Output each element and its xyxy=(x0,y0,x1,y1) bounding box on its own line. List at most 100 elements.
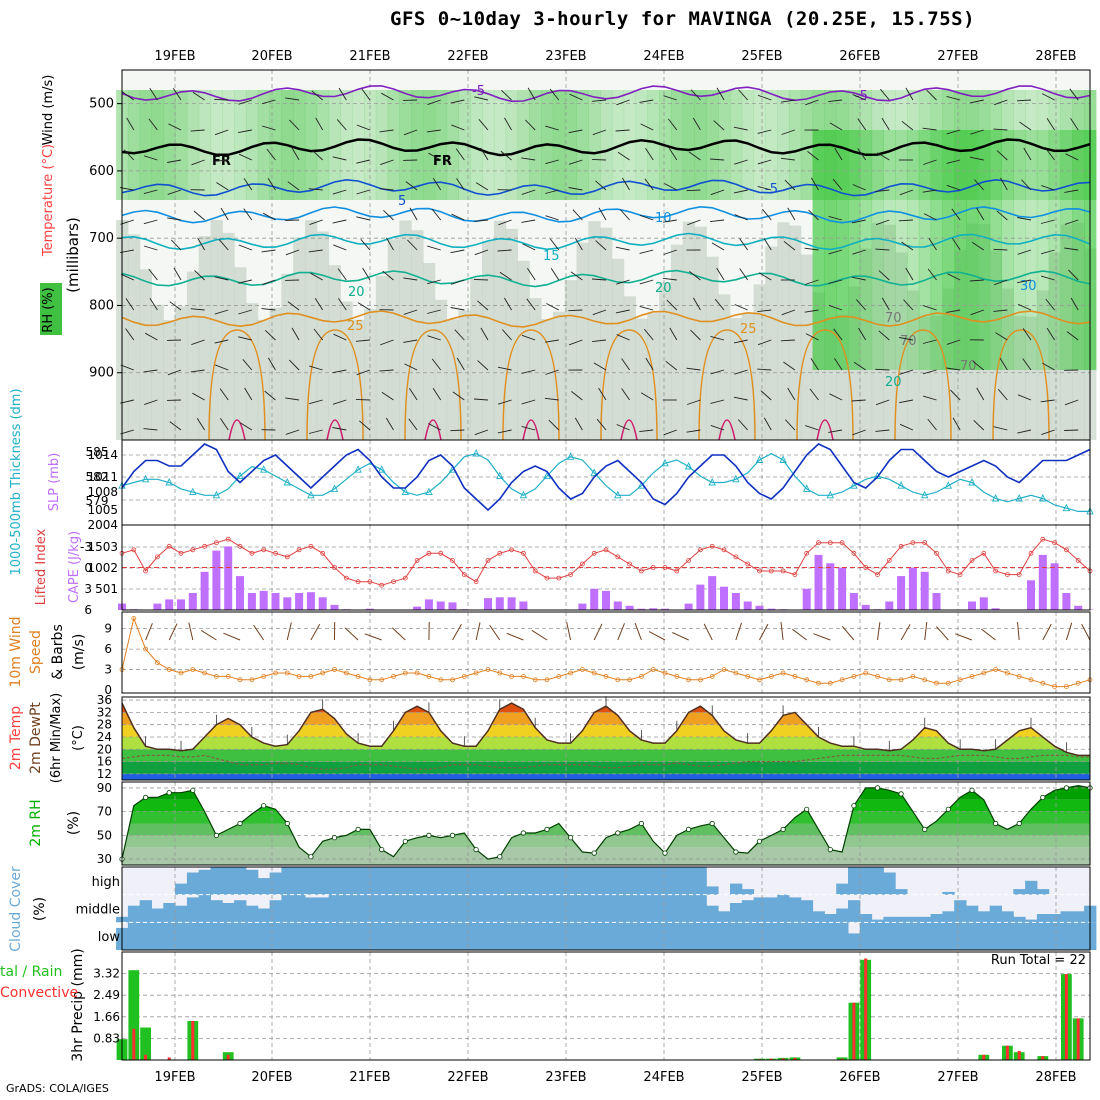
wind-barb xyxy=(645,357,654,371)
cloud-bar xyxy=(800,922,814,950)
wind10-barb xyxy=(452,624,462,641)
wind-barb xyxy=(922,369,937,375)
wind-barb xyxy=(592,129,607,136)
rh-shading xyxy=(800,90,814,200)
wind-barb xyxy=(315,117,324,131)
cloud-bar xyxy=(753,897,766,923)
wind-barb xyxy=(923,213,937,221)
cloud-bar xyxy=(848,867,861,895)
li-marker xyxy=(934,550,939,556)
wind-barb xyxy=(403,129,418,136)
li-marker xyxy=(957,572,963,577)
wind-barb xyxy=(238,336,252,341)
rh-tick-label: 70 xyxy=(97,805,112,819)
precip-legend-total: tal / Rain xyxy=(0,964,62,980)
wind-barb xyxy=(545,215,559,221)
wind-barb xyxy=(497,366,512,371)
li-marker xyxy=(969,558,975,563)
cloud-bar xyxy=(718,911,731,923)
isotherm-loop xyxy=(208,329,266,441)
thickness-marker xyxy=(189,487,197,496)
wind-barb xyxy=(686,429,701,433)
rh-shading xyxy=(883,90,896,200)
rh-shading xyxy=(399,90,412,200)
precip-convective-bar xyxy=(132,1028,136,1060)
wind-barb xyxy=(499,271,512,281)
wind-barb xyxy=(362,267,371,281)
rh-shading xyxy=(234,90,247,200)
wind-barb xyxy=(504,297,512,311)
rh-shading xyxy=(517,260,530,440)
cloud-bar xyxy=(564,867,577,895)
rh-shading xyxy=(340,301,353,440)
cloud-bar xyxy=(210,922,223,950)
wind-barb xyxy=(639,429,654,433)
wind-barb xyxy=(763,237,772,251)
rh-shading xyxy=(352,90,365,200)
cape-bar xyxy=(1038,554,1047,610)
cloud-bar xyxy=(977,911,991,923)
cloud-bar xyxy=(1048,914,1061,923)
wind-barb xyxy=(781,309,796,316)
rh-shading xyxy=(257,319,271,440)
wind10-marker xyxy=(591,670,597,676)
wind10-barb xyxy=(648,631,666,641)
wind-barb xyxy=(922,189,937,193)
li-marker xyxy=(922,540,928,546)
li-marker xyxy=(827,540,833,546)
date-label-top: 25FEB xyxy=(741,49,782,64)
rh-shading xyxy=(127,90,141,200)
cloud-bar xyxy=(305,867,318,895)
upper-air-ylabel: (millibars) xyxy=(64,217,82,293)
wind-barb xyxy=(504,117,512,131)
rh-shading xyxy=(729,318,743,440)
cloud-bar xyxy=(942,911,955,923)
wind-barb xyxy=(309,219,323,226)
wind-barb xyxy=(238,153,253,161)
cloud-bar xyxy=(316,897,330,923)
rh-shading xyxy=(1013,90,1026,200)
wind-barb xyxy=(834,147,843,161)
li-marker xyxy=(261,547,267,553)
wind10-marker xyxy=(851,674,857,679)
wind-barb xyxy=(480,147,489,161)
rh-shading xyxy=(635,90,648,200)
isotherm-label: -5 xyxy=(765,182,778,197)
cloud-bar xyxy=(930,922,943,950)
cloud-bar xyxy=(293,867,306,895)
rh-shading xyxy=(989,130,1002,370)
wind10-marker xyxy=(568,670,573,676)
wind-barb xyxy=(757,339,772,346)
cloud-bar xyxy=(883,916,896,923)
wind-barb xyxy=(971,241,985,251)
wind-barb xyxy=(994,279,1008,286)
wind-barb xyxy=(733,339,748,344)
wind-barb xyxy=(450,279,465,285)
cloud-bar xyxy=(482,922,495,950)
wind10-marker xyxy=(627,677,632,683)
cloud-bar xyxy=(399,922,412,950)
cloud-bar xyxy=(954,922,967,950)
rh-shading xyxy=(482,90,495,200)
cloud-bar xyxy=(1072,922,1085,950)
wind-barb xyxy=(473,219,488,222)
wind-barb xyxy=(785,419,796,431)
rh-shading xyxy=(529,298,542,440)
cloud-bar xyxy=(234,900,247,923)
thickness-marker xyxy=(968,477,976,486)
cape-bar xyxy=(259,590,268,610)
wind-barb xyxy=(332,399,347,405)
isotherm-line xyxy=(121,178,1091,197)
wind-barb xyxy=(592,99,607,102)
wind-barb xyxy=(852,184,866,191)
wind-barb xyxy=(595,240,607,251)
cloud-bar xyxy=(470,922,483,950)
wind-barb xyxy=(546,303,559,311)
wind10-tick-label: 3 xyxy=(104,663,112,677)
cloud-bar xyxy=(623,922,636,950)
li-marker xyxy=(497,550,503,556)
cloud-bar xyxy=(364,894,377,923)
thickness-marker xyxy=(708,477,716,486)
wind-barb xyxy=(946,129,961,135)
rh-marker xyxy=(662,850,668,856)
